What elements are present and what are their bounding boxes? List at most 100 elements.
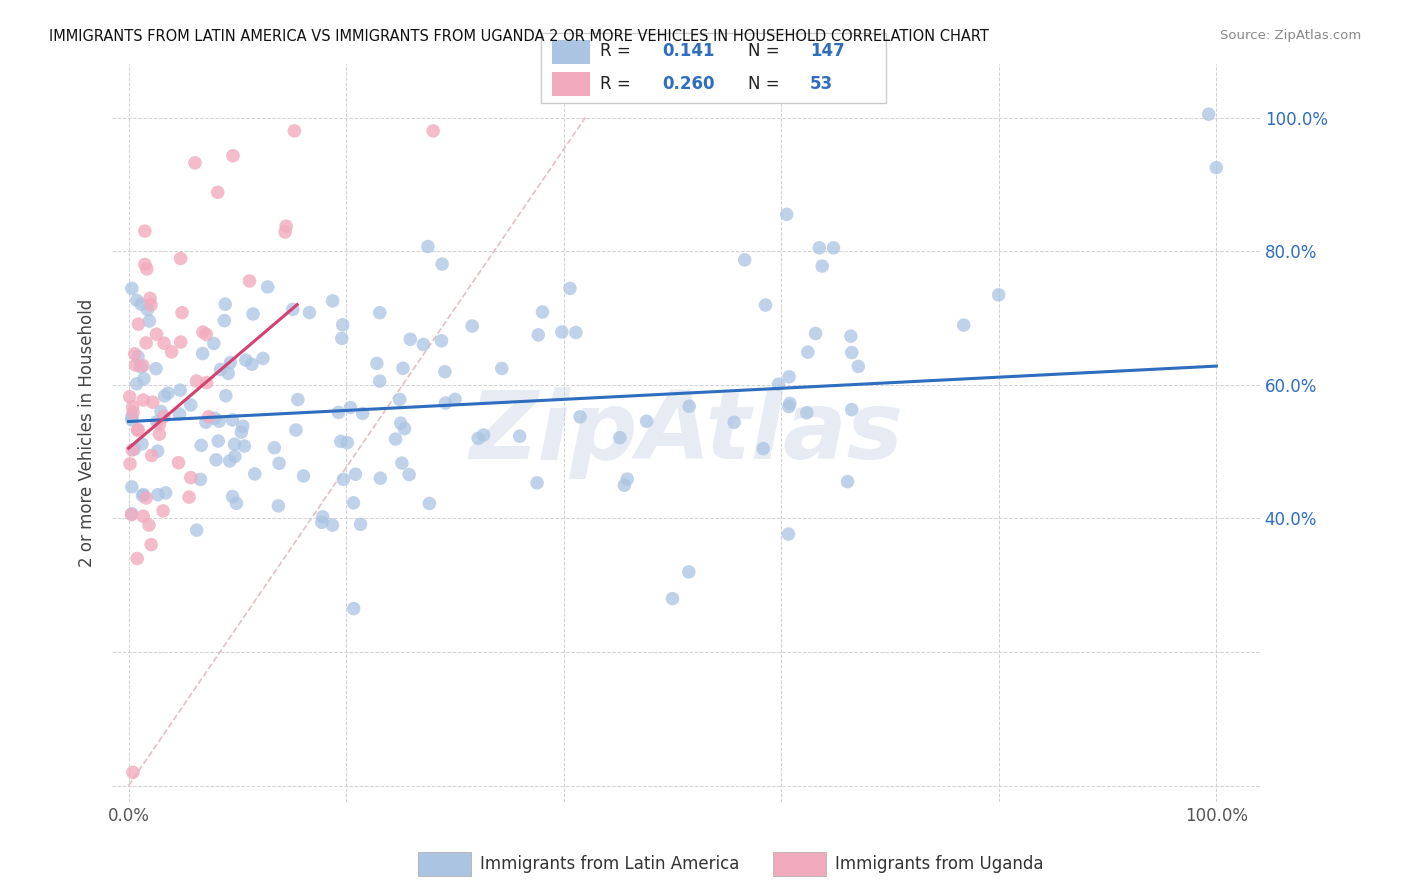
Point (127, 423, 149, 437)
Text: 53: 53 (810, 75, 834, 93)
Point (526, 475, 548, 490)
Point (132, 359, 155, 373)
Point (472, 428, 495, 442)
Point (124, 347, 146, 361)
Point (191, 346, 214, 360)
Point (274, 225, 297, 239)
Point (565, 326, 588, 340)
Point (569, 409, 592, 424)
Point (121, 508, 143, 522)
Point (121, 507, 143, 521)
Point (811, 259, 834, 273)
Point (752, 442, 775, 456)
Point (298, 305, 321, 319)
Point (394, 422, 416, 436)
Point (121, 413, 143, 427)
Point (252, 351, 274, 366)
Point (343, 601, 366, 615)
Point (214, 297, 236, 311)
Point (430, 334, 453, 348)
Point (139, 298, 162, 312)
Point (269, 456, 291, 470)
Point (124, 442, 146, 457)
Point (321, 518, 343, 533)
Point (153, 389, 176, 403)
Point (723, 415, 745, 429)
Point (839, 329, 862, 343)
Point (139, 291, 162, 305)
Text: IMMIGRANTS FROM LATIN AMERICA VS IMMIGRANTS FROM UGANDA 2 OR MORE VEHICLES IN HO: IMMIGRANTS FROM LATIN AMERICA VS IMMIGRA… (49, 29, 988, 44)
Point (217, 367, 239, 381)
Point (121, 480, 143, 494)
Point (467, 431, 489, 445)
Point (349, 517, 371, 532)
Point (225, 496, 247, 510)
Point (148, 417, 170, 432)
Point (169, 334, 191, 349)
Point (122, 765, 145, 780)
Point (169, 252, 191, 266)
Point (235, 353, 257, 368)
Point (322, 293, 344, 308)
Point (1205, 161, 1227, 175)
Point (342, 496, 364, 510)
Point (609, 431, 631, 445)
Point (221, 413, 243, 427)
Point (125, 376, 148, 391)
Point (491, 361, 513, 376)
Point (841, 345, 863, 359)
Bar (773, 853, 825, 876)
Point (233, 439, 256, 453)
Point (392, 361, 415, 376)
Point (118, 390, 141, 404)
Point (779, 396, 801, 410)
Point (134, 258, 156, 272)
Point (221, 490, 243, 504)
Point (121, 442, 143, 457)
Point (616, 472, 638, 486)
Point (754, 298, 776, 312)
Point (132, 509, 155, 524)
Point (434, 396, 457, 410)
Point (177, 490, 200, 504)
Point (207, 434, 229, 448)
Point (389, 416, 412, 430)
Point (778, 527, 800, 541)
Point (461, 318, 484, 333)
Point (148, 427, 170, 442)
Point (132, 488, 155, 502)
Point (127, 317, 149, 331)
Bar (551, 40, 589, 63)
Text: 147: 147 (810, 43, 845, 61)
Point (678, 565, 700, 579)
Point (131, 297, 153, 311)
Point (152, 409, 174, 424)
Point (778, 400, 800, 414)
Point (121, 409, 143, 424)
Point (328, 405, 350, 419)
Point (768, 377, 790, 392)
Point (190, 438, 212, 452)
Point (224, 437, 246, 451)
Point (169, 383, 191, 397)
Point (678, 399, 700, 413)
Point (283, 124, 305, 138)
Point (418, 496, 440, 510)
Point (135, 335, 157, 350)
Point (169, 407, 191, 421)
Point (136, 302, 159, 317)
Point (186, 374, 208, 388)
Point (129, 359, 152, 374)
Point (613, 478, 636, 492)
Point (551, 325, 574, 339)
Point (195, 327, 218, 342)
Point (368, 306, 391, 320)
Point (368, 374, 391, 388)
Point (531, 305, 554, 319)
Point (444, 392, 467, 407)
Point (430, 257, 453, 271)
Point (141, 449, 163, 463)
Point (527, 327, 550, 342)
Point (1198, 107, 1220, 121)
Point (160, 345, 183, 359)
